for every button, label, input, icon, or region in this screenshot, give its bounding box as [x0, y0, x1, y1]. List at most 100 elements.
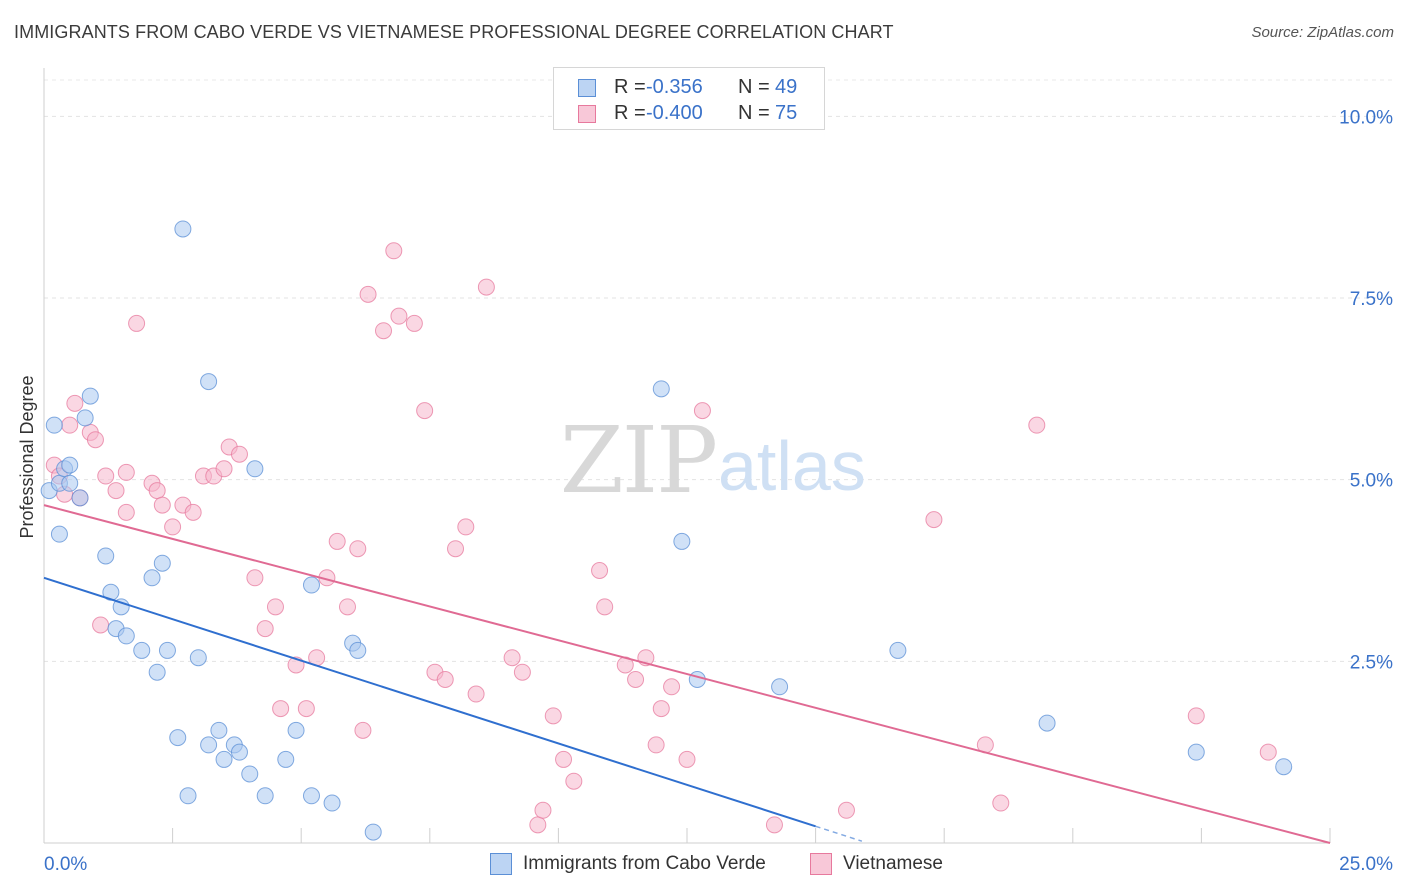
vietnamese-point	[467, 685, 485, 703]
legend-swatch-vietnamese	[578, 105, 596, 123]
cabo-verde-point	[81, 387, 99, 405]
cabo-verde-point	[117, 627, 135, 645]
legend-r-label: R =	[614, 76, 646, 98]
y-tick-label: 5.0%	[1350, 471, 1393, 492]
vietnamese-point	[153, 496, 171, 514]
chart-source: Source: ZipAtlas.com	[1251, 24, 1394, 41]
legend-n-label: N =	[738, 76, 770, 98]
vietnamese-point	[61, 416, 79, 434]
vietnamese-point	[837, 801, 855, 819]
legend-n-label: N =	[738, 102, 770, 124]
vietnamese-point	[375, 322, 393, 340]
cabo-verde-point	[179, 787, 197, 805]
vietnamese-point	[1187, 707, 1205, 725]
vietnamese-point	[678, 750, 696, 768]
cabo-verde-point	[50, 525, 68, 543]
vietnamese-point	[765, 816, 783, 834]
vietnamese-point	[272, 700, 290, 718]
vietnamese-point	[256, 620, 274, 638]
y-axis-title: Professional Degree	[17, 375, 37, 538]
cabo-verde-point	[61, 474, 79, 492]
vietnamese-point	[107, 482, 125, 500]
vietnamese-point	[385, 242, 403, 260]
vietnamese-point	[184, 503, 202, 521]
legend-swatch-cabo-verde	[578, 79, 596, 97]
vietnamese-point	[297, 700, 315, 718]
vietnamese-point	[128, 314, 146, 332]
cabo-verde-point	[148, 663, 166, 681]
vietnamese-point	[555, 750, 573, 768]
vietnamese-point	[359, 285, 377, 303]
vietnamese-point	[328, 532, 346, 550]
chart-title: IMMIGRANTS FROM CABO VERDE VS VIETNAMESE…	[14, 22, 894, 42]
cabo-verde-point	[76, 409, 94, 427]
vietnamese-point	[513, 663, 531, 681]
vietnamese-point	[97, 467, 115, 485]
vietnamese-point	[117, 503, 135, 521]
cabo-verde-point	[323, 794, 341, 812]
cabo-verde-points	[40, 220, 1293, 841]
grid-layer	[44, 79, 1393, 662]
vietnamese-point	[66, 394, 84, 412]
vietnamese-point	[405, 314, 423, 332]
vietnamese-point	[390, 307, 408, 325]
x-tick-label-max: 25.0%	[1339, 854, 1393, 875]
vietnamese-point	[663, 678, 681, 696]
cabo-verde-point	[133, 641, 151, 659]
cabo-verde-point	[153, 554, 171, 572]
cabo-verde-point	[771, 678, 789, 696]
vietnamese-point	[925, 511, 943, 529]
vietnamese-point	[215, 460, 233, 478]
y-tick-label: 7.5%	[1350, 289, 1393, 310]
cabo-verde-point	[1187, 743, 1205, 761]
cabo-verde-point	[364, 823, 382, 841]
stats-legend: R = -0.356 N = 49 R = -0.400 N = 75	[553, 67, 825, 130]
cabo-verde-point	[158, 641, 176, 659]
cabo-verde-point	[200, 373, 218, 391]
vietnamese-point	[693, 402, 711, 420]
cabo-verde-point	[241, 765, 259, 783]
cabo-verde-point	[1275, 758, 1293, 776]
legend-n-value: 49	[775, 76, 798, 98]
cabo-verde-point	[143, 569, 161, 587]
vietnamese-trend-line	[43, 504, 1331, 844]
legend-label-cabo-verde: Immigrants from Cabo Verde	[523, 853, 766, 874]
vietnamese-point	[266, 598, 284, 616]
vietnamese-point	[544, 707, 562, 725]
legend-n-value: 75	[775, 102, 798, 124]
watermark-atlas: atlas	[718, 427, 866, 505]
vietnamese-point	[503, 649, 521, 667]
cabo-verde-point	[287, 721, 305, 739]
cabo-verde-point	[210, 721, 228, 739]
x-tick-label-min: 0.0%	[44, 854, 87, 875]
vietnamese-point	[148, 482, 166, 500]
cabo-verde-point	[673, 532, 691, 550]
y-tick-label: 2.5%	[1350, 652, 1393, 673]
y-tick-label: 10.0%	[1339, 107, 1393, 128]
vietnamese-point	[992, 794, 1010, 812]
vietnamese-point	[477, 278, 495, 296]
series-legend: Immigrants from Cabo Verde Vietnamese	[0, 852, 1406, 878]
vietnamese-point	[164, 518, 182, 536]
cabo-verde-point	[169, 729, 187, 747]
cabo-verde-point	[1038, 714, 1056, 732]
vietnamese-point	[591, 562, 609, 579]
cabo-verde-trend-extension	[815, 825, 863, 842]
cabo-verde-point	[302, 787, 320, 805]
vietnamese-point	[338, 598, 356, 616]
vietnamese-point	[92, 616, 110, 634]
legend-r-value: -0.400	[646, 102, 703, 124]
vietnamese-point	[1259, 743, 1277, 761]
trend-layer	[43, 504, 1331, 844]
cabo-verde-point	[215, 750, 233, 768]
cabo-verde-point	[174, 220, 192, 238]
cabo-verde-point	[688, 671, 706, 688]
legend-swatch-cabo-verde	[490, 853, 512, 875]
vietnamese-point	[117, 463, 135, 481]
legend-swatch-vietnamese	[810, 853, 832, 875]
vietnamese-point	[354, 721, 372, 739]
watermark: ZIP atlas	[560, 407, 866, 514]
cabo-verde-point	[61, 456, 79, 474]
vietnamese-point	[436, 671, 454, 688]
